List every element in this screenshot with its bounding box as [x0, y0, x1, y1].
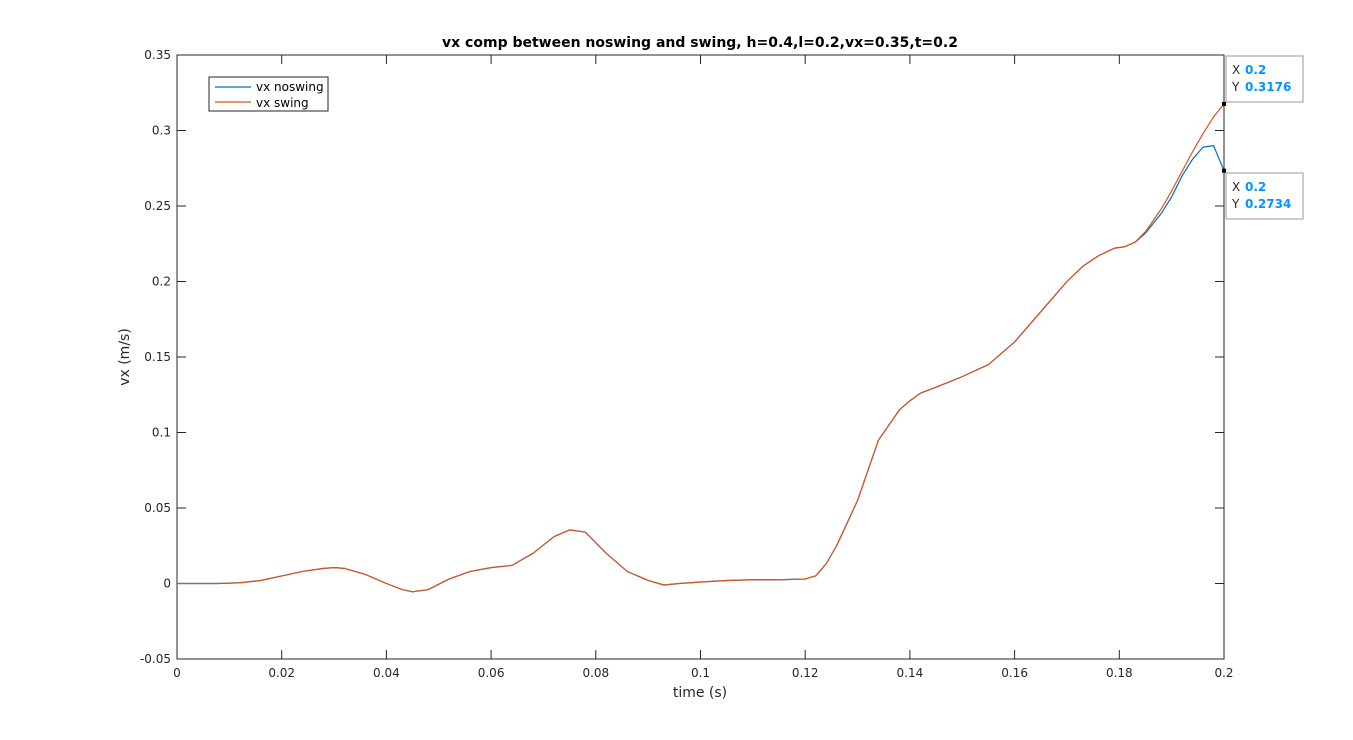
legend-label-noswing: vx noswing — [256, 80, 324, 94]
y-tick-label: 0.3 — [152, 124, 171, 138]
y-tick-label: -0.05 — [140, 652, 171, 666]
datatip-x-value: 0.2 — [1245, 180, 1266, 194]
legend-box — [208, 76, 329, 112]
x-tick-label: 0 — [173, 666, 181, 680]
datatip-marker — [1222, 168, 1226, 173]
datatip-x-label: X — [1232, 180, 1240, 194]
datatip-y-value: 0.2734 — [1245, 197, 1291, 211]
legend: vx noswing vx swing — [208, 76, 329, 112]
x-tick-label: 0.12 — [792, 666, 819, 680]
datatip-box — [1225, 55, 1304, 103]
y-tick-label: 0.2 — [152, 275, 171, 289]
y-axis: -0.05 0 0.05 0.1 0.15 0.2 0.25 0.3 0.35 — [140, 48, 1224, 666]
chart-title: vx comp between noswing and swing, h=0.4… — [442, 35, 958, 51]
legend-label-swing: vx swing — [256, 96, 309, 110]
plot-area — [176, 54, 1225, 660]
datatip-box — [1225, 172, 1304, 220]
datatip-x-value: 0.2 — [1245, 63, 1266, 77]
x-tick-label: 0.2 — [1214, 666, 1233, 680]
y-axis-label: vx (m/s) — [117, 328, 133, 386]
datatip-y-label: Y — [1231, 80, 1240, 94]
x-tick-label: 0.18 — [1106, 666, 1133, 680]
x-tick-label: 0.1 — [691, 666, 710, 680]
x-tick-label: 0.08 — [582, 666, 609, 680]
series-layer — [177, 103, 1225, 593]
x-tick-label: 0.16 — [1001, 666, 1028, 680]
datatip-noswing[interactable]: X 0.2 Y 0.2734 — [1225, 172, 1304, 220]
x-axis: 0 0.02 0.04 0.06 0.08 0.1 0.12 0.14 0.16 0.18 0.2 — [173, 55, 1234, 680]
datatip-markers — [1222, 101, 1226, 173]
y-tick-label: 0.15 — [144, 350, 171, 364]
x-tick-label: 0.02 — [268, 666, 295, 680]
x-tick-label: 0.04 — [373, 666, 400, 680]
datatip-y-label: Y — [1231, 197, 1240, 211]
x-tick-label: 0.06 — [478, 666, 505, 680]
datatip-marker — [1222, 101, 1226, 106]
y-tick-label: 0.25 — [144, 199, 171, 213]
y-tick-label: 0.05 — [144, 501, 171, 515]
y-tick-label: 0.35 — [144, 48, 171, 62]
datatip-swing[interactable]: X 0.2 Y 0.3176 — [1225, 55, 1304, 103]
datatip-x-label: X — [1232, 63, 1240, 77]
y-tick-label: 0 — [163, 577, 171, 591]
series-line-swing — [177, 103, 1225, 593]
x-tick-label: 0.14 — [897, 666, 924, 680]
x-axis-label: time (s) — [673, 685, 727, 701]
y-tick-label: 0.1 — [152, 426, 171, 440]
datatip-y-value: 0.3176 — [1245, 80, 1291, 94]
